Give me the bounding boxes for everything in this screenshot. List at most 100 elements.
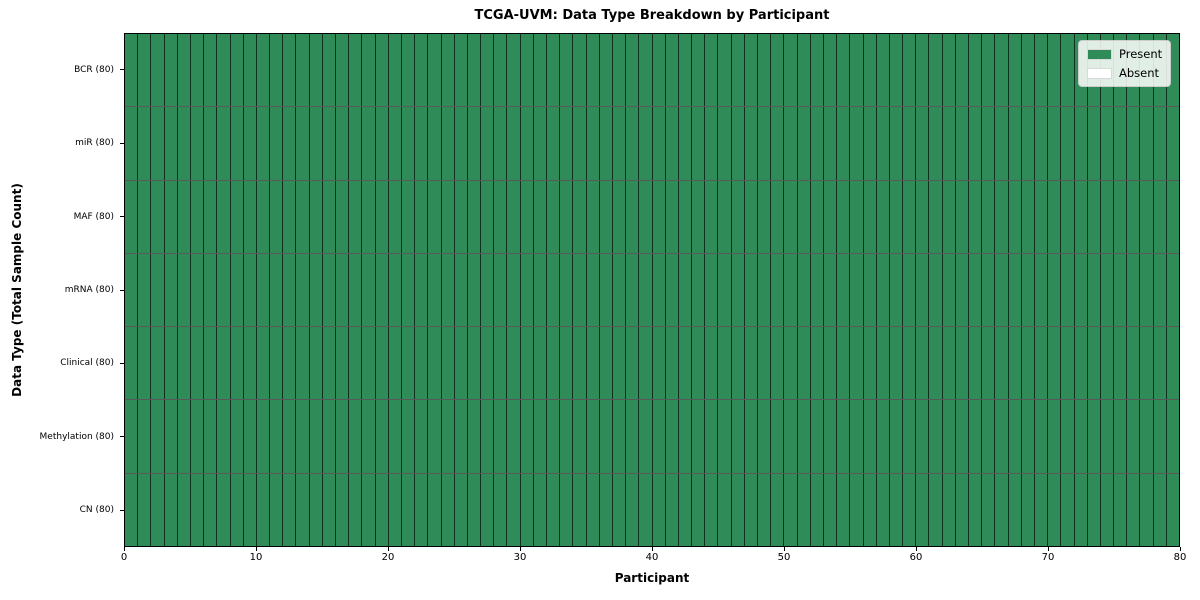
matrix-cell (744, 253, 758, 327)
matrix-cell (1166, 400, 1179, 473)
matrix-cell (573, 473, 587, 546)
matrix-cell (942, 473, 956, 546)
matrix-cell (1021, 253, 1035, 327)
matrix-cell (401, 34, 416, 107)
matrix-cell (533, 180, 547, 253)
matrix-cell (1166, 107, 1179, 180)
matrix-cell (349, 327, 363, 400)
matrix-cell (995, 400, 1009, 473)
x-tick-mark (123, 547, 125, 551)
matrix-cell (296, 253, 310, 327)
matrix-cell (1048, 473, 1062, 546)
matrix-cell (731, 107, 745, 180)
matrix-cell (903, 327, 917, 400)
matrix-cell (823, 253, 838, 327)
matrix-cell (916, 253, 930, 327)
matrix-cell (626, 107, 640, 180)
matrix-cell (1100, 107, 1115, 180)
matrix-cell (889, 180, 904, 253)
matrix-cell (190, 473, 205, 546)
matrix-cell (626, 180, 640, 253)
matrix-cell (428, 180, 442, 253)
matrix-cell (349, 34, 363, 107)
matrix-cell (388, 107, 402, 180)
matrix-cell (1008, 327, 1022, 400)
matrix-cell (599, 327, 613, 400)
matrix-cell (190, 34, 205, 107)
matrix-cell (626, 327, 640, 400)
matrix-cell (547, 473, 561, 546)
matrix-cell (520, 107, 534, 180)
matrix-row (125, 327, 1179, 401)
matrix-cell (1100, 400, 1115, 473)
matrix-cell (204, 253, 218, 327)
matrix-cell (441, 107, 455, 180)
matrix-cell (533, 107, 547, 180)
matrix-cell (454, 400, 468, 473)
x-tick-label: 60 (909, 552, 923, 563)
matrix-cell (744, 400, 758, 473)
matrix-cell (863, 400, 877, 473)
matrix-cell (1087, 400, 1101, 473)
matrix-cell (560, 327, 574, 400)
matrix-cell (929, 400, 943, 473)
matrix-cell (916, 473, 930, 546)
matrix-cell (243, 34, 257, 107)
matrix-cell (375, 107, 389, 180)
matrix-cell (626, 473, 640, 546)
matrix-cell (243, 107, 257, 180)
matrix-cell (771, 473, 785, 546)
matrix-cell (533, 400, 547, 473)
matrix-cell (1008, 253, 1022, 327)
matrix-cell (758, 473, 772, 546)
matrix-cell (718, 180, 732, 253)
matrix-cell (481, 253, 495, 327)
matrix-cell (1074, 107, 1088, 180)
matrix-cell (283, 180, 297, 253)
matrix-cell (256, 473, 271, 546)
matrix-cell (969, 327, 983, 400)
matrix-cell (863, 107, 877, 180)
matrix-cell (1021, 327, 1035, 400)
matrix-cell (876, 473, 890, 546)
matrix-cell (705, 107, 719, 180)
matrix-cell (903, 34, 917, 107)
matrix-cell (467, 400, 482, 473)
matrix-cell (481, 107, 495, 180)
matrix-cell (454, 180, 468, 253)
matrix-cell (692, 180, 706, 253)
matrix-cell (678, 107, 693, 180)
matrix-cell (138, 473, 152, 546)
matrix-cell (692, 34, 706, 107)
matrix-cell (863, 473, 877, 546)
y-tick-mark (120, 142, 124, 144)
matrix-cell (810, 400, 824, 473)
matrix-cell (401, 107, 416, 180)
matrix-cell (731, 473, 745, 546)
matrix-cell (784, 473, 798, 546)
matrix-cell (1021, 34, 1035, 107)
matrix-cell (560, 400, 574, 473)
x-tick-label: 10 (249, 552, 263, 563)
matrix-cell (744, 34, 758, 107)
matrix-cell (204, 34, 218, 107)
matrix-cell (401, 253, 416, 327)
matrix-cell (626, 253, 640, 327)
matrix-cell (322, 327, 336, 400)
matrix-cell (942, 180, 956, 253)
matrix-cell (1048, 34, 1062, 107)
y-tick-mark (120, 436, 124, 438)
y-tick-label: MAF (80) (73, 211, 114, 222)
matrix-cell (1074, 253, 1088, 327)
matrix-cell (929, 253, 943, 327)
matrix-cell (1127, 107, 1141, 180)
matrix-cell (454, 34, 468, 107)
matrix-cell (283, 327, 297, 400)
matrix-cell (744, 327, 758, 400)
matrix-cell (639, 107, 653, 180)
matrix-cell (955, 253, 969, 327)
y-tick-label: BCR (80) (74, 64, 114, 75)
matrix-cell (467, 107, 482, 180)
matrix-cell (678, 34, 693, 107)
matrix-cell (612, 107, 627, 180)
